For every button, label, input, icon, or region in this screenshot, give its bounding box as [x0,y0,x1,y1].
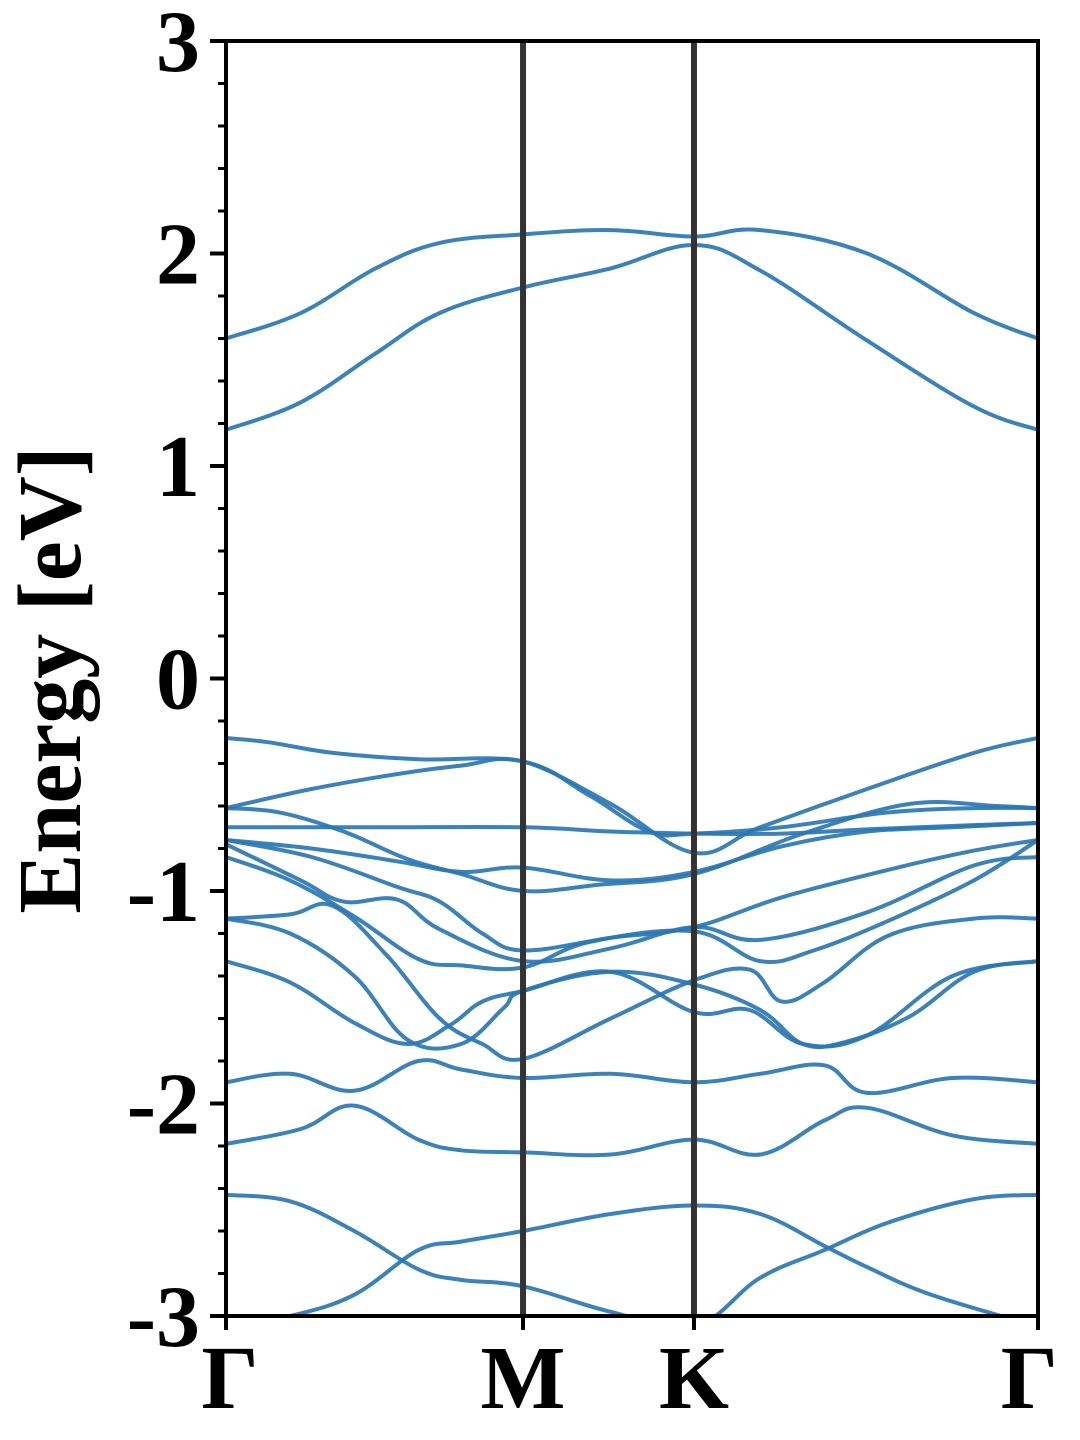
band-line-7 [226,821,1038,883]
band-line-3 [226,736,1038,838]
band-line-16 [226,1192,1038,1316]
x-tick-label: M [481,1329,566,1428]
band-line-17 [280,1203,1009,1316]
band-line-12 [226,916,1038,1051]
band-line-2 [226,242,1038,432]
x-tick-label: Γ [1001,1329,1058,1428]
x-tick-label: Γ [201,1329,258,1428]
band-line-4 [226,736,1038,856]
y-tick-label: -2 [127,1057,200,1154]
y-tick-label: 2 [156,207,200,304]
band-lines [226,227,1038,1316]
band-line-1 [226,227,1038,341]
x-tick-label: K [659,1329,729,1428]
band-line-10 [226,838,1038,972]
y-tick-label: -3 [127,1269,200,1366]
high-symmetry-lines [520,41,697,1316]
y-tick-label: 0 [156,632,200,729]
band-line-14 [226,1058,1038,1096]
band-line-11 [226,901,1038,1062]
y-tick-label: 3 [156,0,200,91]
band-line-6 [226,799,1038,894]
band-line-9 [226,842,1038,964]
y-tick-label: 1 [156,419,200,516]
y-axis-ticks: -3 -2 -1 0 1 2 3 [127,0,226,1366]
band-line-13 [226,959,1038,1049]
y-tick-label: -1 [127,844,200,941]
band-line-15 [226,1103,1038,1158]
y-axis-label: Energy [eV] [1,446,100,913]
